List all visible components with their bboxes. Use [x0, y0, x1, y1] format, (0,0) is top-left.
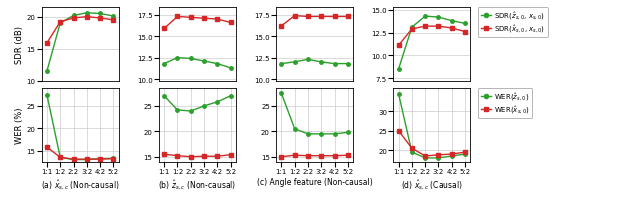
X-axis label: (a) $\hat{x}_{s,c}$ (Non-causal): (a) $\hat{x}_{s,c}$ (Non-causal)	[41, 177, 120, 191]
Legend: SDR($\hat{z}_{s,0}$, $x_{s,0}$), SDR($\hat{x}_{s,0}$, $x_{s,0}$): SDR($\hat{z}_{s,0}$, $x_{s,0}$), SDR($\h…	[477, 8, 548, 38]
X-axis label: (b) $\hat{z}_{s,c}$ (Non-causal): (b) $\hat{z}_{s,c}$ (Non-causal)	[158, 177, 236, 191]
Y-axis label: SDR (dB): SDR (dB)	[15, 26, 24, 64]
Legend: WER($\hat{z}_{s,0}$), WER($\hat{x}_{s,0}$): WER($\hat{z}_{s,0}$), WER($\hat{x}_{s,0}…	[477, 88, 532, 119]
X-axis label: (d) $\hat{x}_{s,c}$ (Causal): (d) $\hat{x}_{s,c}$ (Causal)	[401, 177, 463, 191]
Y-axis label: WER (%): WER (%)	[15, 107, 24, 143]
X-axis label: (c) Angle feature (Non-causal): (c) Angle feature (Non-causal)	[257, 177, 372, 186]
